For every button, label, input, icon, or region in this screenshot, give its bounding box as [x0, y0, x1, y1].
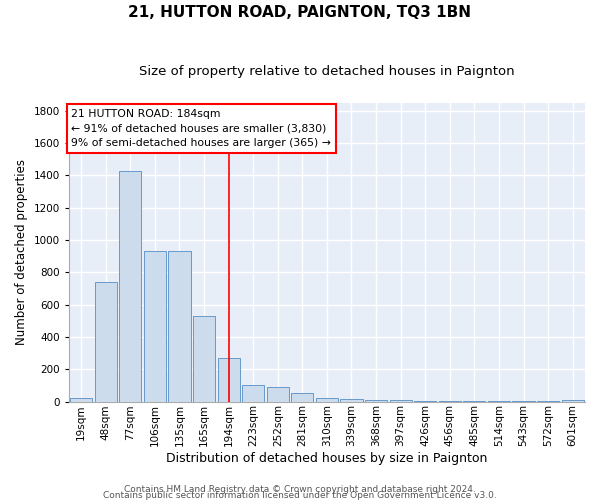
- Y-axis label: Number of detached properties: Number of detached properties: [15, 159, 28, 345]
- Bar: [340, 399, 362, 402]
- Bar: [70, 398, 92, 402]
- Text: 21, HUTTON ROAD, PAIGNTON, TQ3 1BN: 21, HUTTON ROAD, PAIGNTON, TQ3 1BN: [128, 5, 472, 20]
- Bar: [95, 282, 117, 402]
- Bar: [488, 400, 510, 402]
- Bar: [144, 250, 166, 402]
- Text: 21 HUTTON ROAD: 184sqm
← 91% of detached houses are smaller (3,830)
9% of semi-d: 21 HUTTON ROAD: 184sqm ← 91% of detached…: [71, 109, 331, 148]
- Bar: [218, 358, 239, 402]
- Text: Contains HM Land Registry data © Crown copyright and database right 2024.: Contains HM Land Registry data © Crown c…: [124, 484, 476, 494]
- Bar: [389, 400, 412, 402]
- Bar: [365, 400, 387, 402]
- Bar: [512, 400, 535, 402]
- Bar: [291, 394, 313, 402]
- Bar: [463, 400, 485, 402]
- Text: Contains public sector information licensed under the Open Government Licence v3: Contains public sector information licen…: [103, 490, 497, 500]
- Bar: [316, 398, 338, 402]
- Bar: [562, 400, 584, 402]
- Bar: [193, 316, 215, 402]
- Bar: [242, 384, 264, 402]
- Bar: [169, 250, 191, 402]
- X-axis label: Distribution of detached houses by size in Paignton: Distribution of detached houses by size …: [166, 452, 488, 465]
- Title: Size of property relative to detached houses in Paignton: Size of property relative to detached ho…: [139, 65, 515, 78]
- Bar: [439, 400, 461, 402]
- Bar: [537, 400, 559, 402]
- Bar: [266, 387, 289, 402]
- Bar: [414, 400, 436, 402]
- Bar: [119, 170, 142, 402]
